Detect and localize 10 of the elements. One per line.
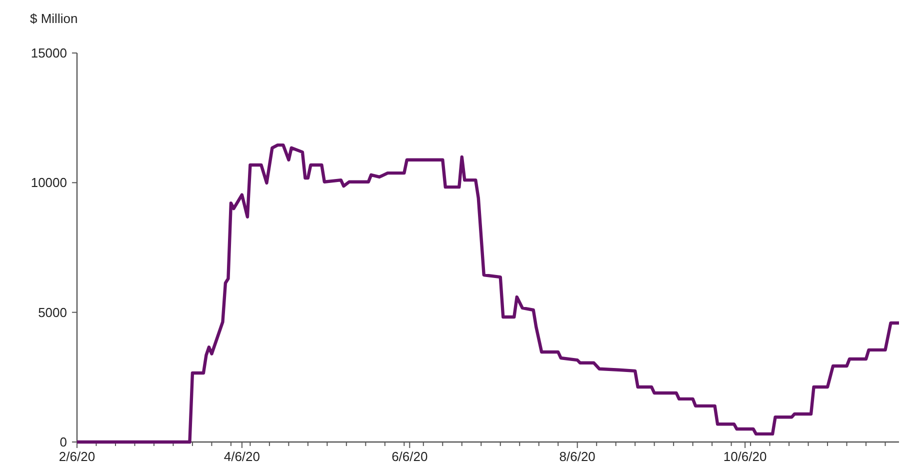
x-tick-label: 2/6/20 <box>58 449 96 464</box>
x-tick-label: 6/6/20 <box>392 449 428 464</box>
y-tick-label: 15000 <box>30 46 67 61</box>
y-tick-label: 0 <box>60 434 67 450</box>
x-tick-label: 8/6/20 <box>559 449 596 464</box>
y-tick-label: 5000 <box>38 304 67 320</box>
y-tick-label: 10000 <box>30 175 67 190</box>
y-axis-title: $ Million <box>30 11 78 26</box>
x-tick-label: 10/6/20 <box>723 449 767 464</box>
x-tick-label: 4/6/20 <box>224 449 260 464</box>
